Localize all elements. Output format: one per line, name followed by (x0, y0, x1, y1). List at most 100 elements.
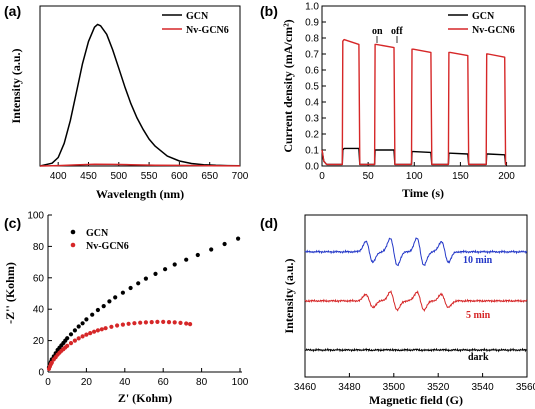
x-tick-label-c: 100 (232, 377, 249, 388)
y-tick-label-c: 80 (33, 242, 45, 253)
panel-label-a: (a) (4, 3, 21, 19)
x-axis-label-b: Time (s) (402, 186, 444, 200)
point-c-gcn (195, 252, 200, 258)
x-tick-label-a: 400 (50, 171, 67, 182)
x-axis-label-d: Magnetic field (G) (369, 393, 463, 407)
x-tick-label-b: 150 (452, 171, 469, 182)
point-c-gcn (222, 241, 227, 247)
point-c-gcn (163, 267, 168, 272)
x-ticks-d: 3460 3480 3500 3520 3540 3560 (294, 373, 535, 393)
point-c-nv (103, 326, 108, 331)
point-c-gcn (120, 290, 125, 295)
point-c-gcn (113, 295, 118, 300)
point-c-nv (109, 324, 114, 329)
point-c-nv (88, 331, 93, 336)
y-axis-label-c: -Z'' (Kohm) (3, 262, 17, 324)
ticks-b: 0 50 100 150 200 0.0 0.1 0.2 0.3 0.4 0.5 0.6 0.7 0.8 0… (305, 2, 515, 183)
series-line-a-gcn (39, 23, 241, 167)
x-tick-label-b: 200 (498, 171, 515, 182)
x-tick-label-d: 3460 (294, 382, 317, 393)
point-c-nv (95, 328, 100, 333)
legend-label-gcn-a: GCN (186, 11, 209, 22)
x-tick-label-b: 50 (363, 171, 375, 182)
point-c-nv (49, 360, 54, 365)
point-c-nv (80, 334, 85, 339)
x-tick-label-a: 600 (171, 171, 188, 182)
y-tick-label-c: 0 (38, 368, 44, 379)
legend-b: GCN Nv-GCN6 (448, 11, 515, 36)
x-tick-label-d: 3560 (516, 382, 535, 393)
legend-label-nv-b: Nv-GCN6 (472, 25, 515, 36)
y-tick-label-b: 0.2 (305, 130, 319, 141)
point-c-nv (161, 319, 166, 324)
y-tick-label-b: 0.4 (305, 98, 319, 109)
series-b (321, 38, 507, 166)
point-c-gcn (184, 257, 189, 262)
point-c-gcn (172, 262, 177, 267)
series-a (39, 23, 241, 167)
legend-label-nv-a: Nv-GCN6 (186, 25, 229, 36)
y-tick-label-b: 1.0 (305, 2, 319, 13)
point-c-nv (120, 322, 125, 327)
point-c-nv (92, 329, 97, 334)
x-tick-label-c: 0 (45, 377, 51, 388)
point-c-nv (138, 320, 143, 325)
chart-c: 0 20 40 60 80 100 0 20 40 60 80 100 Z' (Kohm) -Z'' … (3, 211, 249, 406)
series-line-d-5min (304, 289, 528, 312)
point-c-nv (188, 322, 193, 327)
y-tick-label-b: 0.5 (305, 82, 319, 93)
x-tick-label-c: 20 (81, 377, 93, 388)
point-c-nv (172, 320, 177, 325)
y-axis-label-a: Intensity (a.u.) (9, 48, 23, 123)
x-tick-label-a: 700 (232, 171, 249, 182)
x-axis-label-c: Z' (Kohm) (118, 391, 172, 405)
point-c-nv (72, 338, 77, 343)
point-c-nv (149, 320, 154, 325)
x-tick-label-d: 3540 (471, 382, 494, 393)
chart-a: 400 450 500 550 600 650 700 Wavelength (nm) In… (9, 5, 249, 201)
chart-d: 3460 3480 3500 3520 3540 3560 Magnetic field … (282, 214, 535, 407)
y-axis-label-d: Intensity (a.u.) (282, 258, 296, 333)
point-c-nv (68, 341, 74, 346)
y-tick-label-b: 0.8 (305, 34, 319, 45)
series-d (304, 237, 528, 353)
x-tick-label-a: 550 (141, 171, 158, 182)
point-c-gcn (128, 285, 133, 291)
series-c (46, 236, 241, 371)
point-c-gcn (143, 276, 148, 281)
plot-frame-a (39, 5, 241, 167)
y-tick-label-b: 0.7 (305, 50, 319, 61)
point-c-nv (184, 321, 189, 326)
x-tick-label-c: 80 (196, 377, 208, 388)
x-tick-label-a: 650 (201, 171, 218, 182)
point-c-gcn (84, 317, 89, 322)
x-tick-label-b: 0 (319, 171, 325, 182)
ticks-c: 0 20 40 60 80 100 0 20 40 60 80 100 (27, 211, 248, 389)
series-line-a-nv (39, 163, 241, 167)
panel-label-b: (b) (260, 3, 278, 19)
point-c-nv (115, 323, 120, 328)
point-c-gcn (136, 281, 141, 286)
point-c-nv (65, 343, 70, 348)
y-axis-label-b: Current density (mA/cm²) (281, 19, 295, 152)
point-c-nv (76, 336, 81, 341)
x-tick-label-d: 3480 (338, 382, 361, 393)
point-c-gcn (80, 321, 85, 326)
point-c-gcn (209, 247, 214, 252)
legend-label-nv-c: Nv-GCN6 (86, 241, 129, 252)
point-c-nv (166, 320, 172, 325)
point-c-nv (178, 320, 183, 325)
series-line-d-10min (304, 237, 528, 267)
panel-label-d: (d) (260, 215, 278, 231)
annotation-on: on (372, 26, 383, 37)
point-c-gcn (95, 307, 100, 313)
point-c-gcn (107, 299, 112, 304)
y-tick-label-c: 20 (33, 336, 45, 347)
legend-label-gcn-b: GCN (472, 11, 495, 22)
legend-marker-gcn-c (70, 229, 76, 235)
y-tick-label-c: 60 (33, 273, 45, 284)
x-tick-label-a: 450 (80, 171, 97, 182)
point-c-gcn (76, 324, 81, 329)
y-tick-label-b: 0.1 (305, 146, 319, 157)
